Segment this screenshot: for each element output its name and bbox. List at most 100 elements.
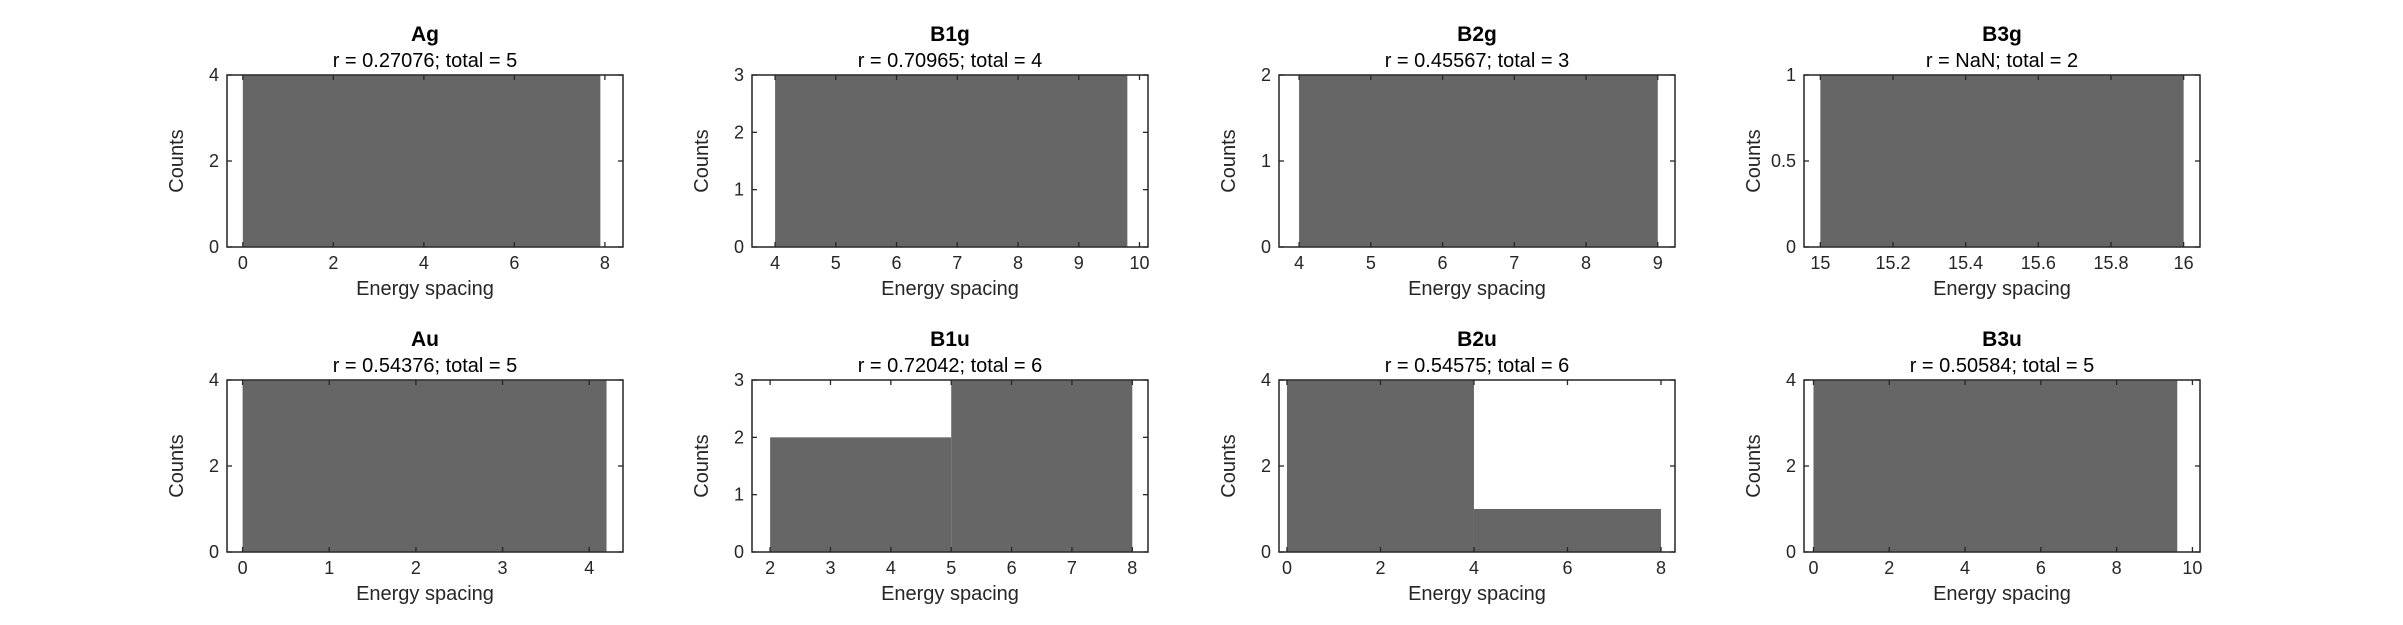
x-tick-label: 8 <box>1581 253 1591 273</box>
y-tick-label: 0 <box>1786 237 1796 257</box>
x-tick-label: 6 <box>509 253 519 273</box>
histogram-bar-0 <box>775 75 1128 247</box>
x-tick-label: 5 <box>946 558 956 578</box>
x-tick-label: 7 <box>1067 558 1077 578</box>
x-axis-label: Energy spacing <box>1408 583 1546 605</box>
x-axis-label: Energy spacing <box>356 583 494 605</box>
x-tick-label: 0 <box>238 558 248 578</box>
y-axis-label: Counts <box>1218 434 1240 497</box>
axes-box <box>751 74 1149 248</box>
y-axis-label: Counts <box>691 129 713 192</box>
y-axis-label: Counts <box>691 434 713 497</box>
subplot-subtitle: r = 0.70965; total = 4 <box>858 50 1043 72</box>
y-tick-label: 0 <box>209 542 219 562</box>
y-tick-label: 0 <box>734 237 744 257</box>
x-tick-label: 8 <box>600 253 610 273</box>
subplot-ag: 0 2 4 6 8 0 2 4 Ag r = 0.27076; total = 5 Energy s… <box>166 23 624 300</box>
y-axis-label: Counts <box>1743 434 1765 497</box>
subplot-subtitle: r = 0.50584; total = 5 <box>1910 355 2095 377</box>
histogram-bar-1 <box>951 380 1133 552</box>
x-tick-label: 6 <box>1438 253 1448 273</box>
x-axis-label: Energy spacing <box>1933 583 2071 605</box>
y-tick-label: 2 <box>734 427 744 447</box>
subplot-subtitle: r = NaN; total = 2 <box>1926 50 2078 72</box>
x-tick-label: 0 <box>1282 558 1292 578</box>
y-tick-label: 2 <box>1786 456 1796 476</box>
x-tick-label: 5 <box>1366 253 1376 273</box>
x-tick-label: 4 <box>886 558 896 578</box>
x-tick-label: 6 <box>892 253 902 273</box>
histogram-bar-0 <box>1286 380 1474 552</box>
x-tick-label: 4 <box>1960 558 1970 578</box>
x-axis-label: Energy spacing <box>1408 278 1546 300</box>
y-tick-label: 0.5 <box>1771 151 1796 171</box>
x-tick-label: 16 <box>2174 253 2194 273</box>
x-tick-label: 6 <box>1562 558 1572 578</box>
x-tick-label: 6 <box>2036 558 2046 578</box>
x-tick-label: 2 <box>765 558 775 578</box>
subplot-title: B1g <box>930 23 970 46</box>
x-axis-label: Energy spacing <box>881 278 1019 300</box>
subplot-subtitle: r = 0.27076; total = 5 <box>333 50 518 72</box>
subplot-subtitle: r = 0.45567; total = 3 <box>1385 50 1570 72</box>
x-tick-label: 4 <box>1469 558 1479 578</box>
y-tick-label: 0 <box>1261 542 1271 562</box>
histogram-bar-0 <box>770 437 952 552</box>
subplot-subtitle: r = 0.54376; total = 5 <box>333 355 518 377</box>
subplot-title: B3u <box>1982 328 2022 351</box>
y-axis-label: Counts <box>1218 129 1240 192</box>
subplot-b1g: 4 5 6 7 8 9 10 0 1 2 3 B1g r = 0.70965; total = 4 Ene… <box>691 23 1150 300</box>
x-tick-label: 8 <box>2112 558 2122 578</box>
axes-box <box>751 379 1149 553</box>
subplot-au: 0 1 2 3 4 0 2 4 Au r = 0.54376; total = 5 Energy s… <box>166 328 624 605</box>
y-tick-label: 0 <box>1786 542 1796 562</box>
x-tick-label: 8 <box>1013 253 1023 273</box>
x-tick-label: 9 <box>1074 253 1084 273</box>
x-tick-label: 4 <box>419 253 429 273</box>
subplot-b3g: 15 15.2 15.4 15.6 15.8 16 0 0.5 1 B3g r = NaN; tot… <box>1743 23 2201 300</box>
subplot-title: B2g <box>1457 23 1497 46</box>
y-tick-label: 4 <box>1261 370 1271 390</box>
x-tick-label: 3 <box>498 558 508 578</box>
x-tick-label: 0 <box>1808 558 1818 578</box>
x-axis-label: Energy spacing <box>881 583 1019 605</box>
histogram-bar-0 <box>1299 75 1658 247</box>
x-tick-label: 15.6 <box>2021 253 2056 273</box>
x-tick-label: 15.2 <box>1875 253 1910 273</box>
x-tick-label: 2 <box>1884 558 1894 578</box>
y-axis-label: Counts <box>166 129 188 192</box>
x-tick-label: 2 <box>1375 558 1385 578</box>
y-tick-label: 4 <box>209 65 219 85</box>
y-tick-label: 2 <box>734 122 744 142</box>
x-tick-label: 15.4 <box>1948 253 1983 273</box>
y-axis-label: Counts <box>1743 129 1765 192</box>
subplot-title: B3g <box>1982 23 2022 46</box>
x-tick-label: 2 <box>328 253 338 273</box>
x-tick-label: 6 <box>1007 558 1017 578</box>
y-tick-label: 2 <box>1261 65 1271 85</box>
x-tick-label: 4 <box>770 253 780 273</box>
subplot-b2g: 4 5 6 7 8 9 0 1 2 B2g r = 0.45567; total = 3 Energy… <box>1218 23 1676 300</box>
subplot-b3u: 0 2 4 6 8 10 0 2 4 B3u r = 0.50584; total = 5 Energ… <box>1743 328 2202 605</box>
x-tick-label: 0 <box>238 253 248 273</box>
subplot-title: B2u <box>1457 328 1497 351</box>
histogram-bar-0 <box>1813 380 2178 552</box>
y-tick-label: 3 <box>734 370 744 390</box>
y-tick-label: 0 <box>209 237 219 257</box>
y-tick-label: 0 <box>734 542 744 562</box>
histogram-bar-1 <box>1473 509 1661 552</box>
subplot-subtitle: r = 0.72042; total = 6 <box>858 355 1043 377</box>
subplot-title: B1u <box>930 328 970 351</box>
subplot-b1u: 2 3 4 5 6 7 8 0 1 2 3 B1u r = 0.72042; total = 6 Ener… <box>691 328 1149 605</box>
x-tick-label: 8 <box>1656 558 1666 578</box>
x-tick-label: 9 <box>1653 253 1663 273</box>
x-tick-label: 8 <box>1127 558 1137 578</box>
x-tick-label: 5 <box>831 253 841 273</box>
y-axis-label: Counts <box>166 434 188 497</box>
y-tick-label: 2 <box>1261 456 1271 476</box>
y-tick-label: 1 <box>734 485 744 505</box>
subplot-b2u: 0 2 4 6 8 0 2 4 B2u r = 0.54575; total = 6 Energy … <box>1218 328 1676 605</box>
y-tick-label: 1 <box>1261 151 1271 171</box>
x-tick-label: 4 <box>584 558 594 578</box>
subplot-title: Ag <box>411 23 439 46</box>
